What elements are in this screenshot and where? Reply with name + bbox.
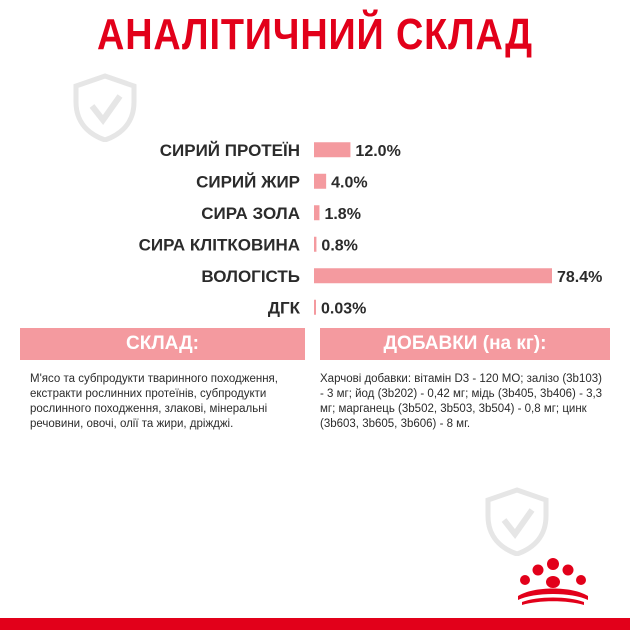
shield-tick-icon <box>73 73 137 142</box>
value-label: 0.8% <box>321 237 357 254</box>
category-label: СИРА КЛІТКОВИНА <box>139 235 300 254</box>
composition-heading: СКЛАД: <box>20 328 305 360</box>
bar <box>314 236 317 252</box>
composition-text: М'ясо та субпродукти тваринного походжен… <box>30 373 278 430</box>
value-label: 4.0% <box>331 174 367 191</box>
value-label: 1.8% <box>324 206 360 223</box>
category-label: СИРА ЗОЛА <box>201 204 300 223</box>
category-label: ДГК <box>268 298 301 317</box>
analysis-bar-chart: СИРИЙ ПРОТЕЇН 12.0% СИРИЙ ЖИР 4.0% СИРА ЗОЛА… <box>139 141 603 318</box>
category-label: СИРИЙ ПРОТЕЇН <box>160 141 300 160</box>
category-label: ВОЛОГІСТЬ <box>201 267 300 286</box>
bar <box>314 173 327 189</box>
category-label: СИРИЙ ЖИР <box>196 172 300 191</box>
bar <box>314 142 351 158</box>
shield-tick-icon <box>485 487 549 556</box>
bottom-brand-bar <box>0 618 630 630</box>
bar <box>314 205 320 221</box>
value-label: 78.4% <box>557 269 602 286</box>
royal-canin-crown-icon <box>518 558 588 605</box>
value-label: 0.03% <box>321 300 366 317</box>
additives-text: Харчові добавки: вітамін D3 - 120 МО; за… <box>320 373 603 430</box>
bar <box>314 268 552 284</box>
page-title: АНАЛІТИЧНИЙ СКЛАД <box>97 10 533 59</box>
bar <box>314 299 316 315</box>
value-label: 12.0% <box>355 143 400 160</box>
additives-heading: ДОБАВКИ (на кг): <box>320 328 610 360</box>
